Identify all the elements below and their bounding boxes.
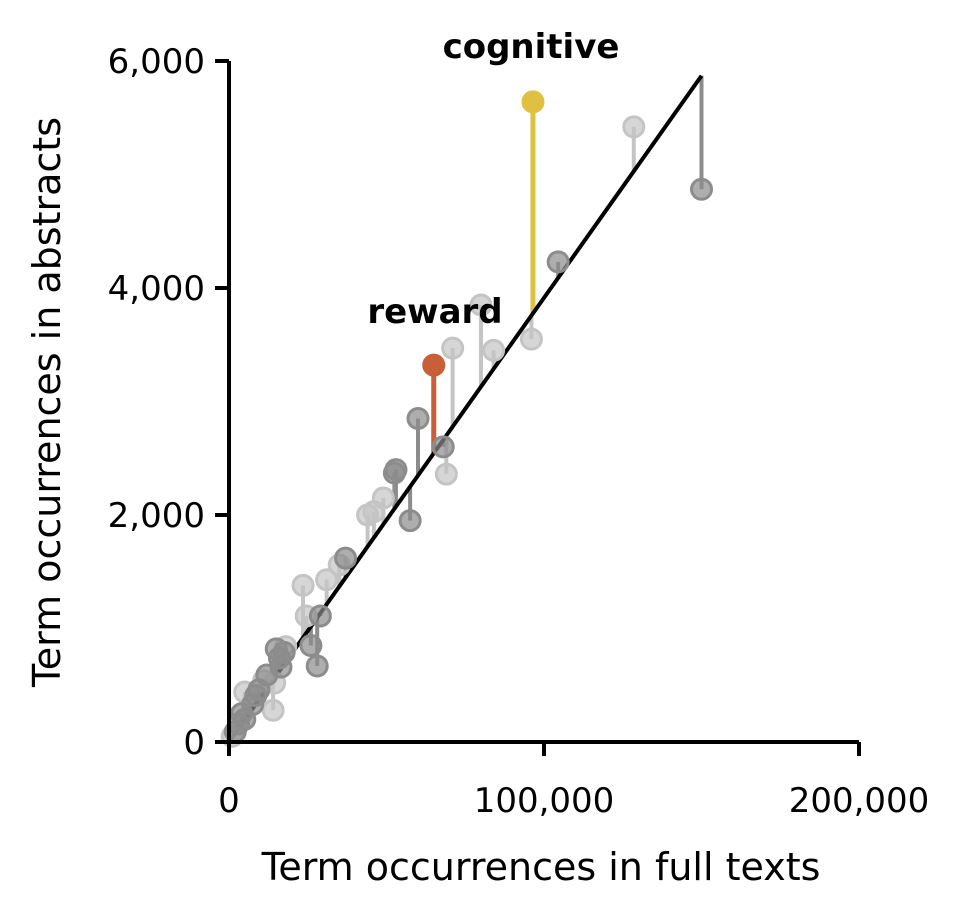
data-point xyxy=(305,654,329,678)
data-point xyxy=(299,634,323,658)
x-tick-label: 200,000 xyxy=(789,781,930,821)
data-point xyxy=(308,604,332,628)
data-point xyxy=(334,546,358,570)
data-point xyxy=(382,461,406,485)
y-tick-label: 6,000 xyxy=(108,42,205,82)
axes xyxy=(227,61,859,744)
ticks: 0 100,000 200,000 0 2,000 4,000 6,000 xyxy=(108,42,930,821)
data-point xyxy=(690,177,713,201)
x-tick-label: 0 xyxy=(218,781,240,821)
data-point xyxy=(482,338,506,362)
data-point xyxy=(264,637,288,661)
y-tick-label: 0 xyxy=(183,723,205,763)
data-point xyxy=(398,509,422,533)
point-reward xyxy=(422,353,446,377)
y-tick-label: 4,000 xyxy=(108,269,205,309)
annotation-reward: reward xyxy=(367,292,502,332)
data-point xyxy=(622,115,646,139)
x-tick-label: 100,000 xyxy=(474,781,615,821)
point-cognitive xyxy=(521,90,545,114)
fit-line xyxy=(227,74,704,744)
annotation-cognitive: cognitive xyxy=(443,27,620,67)
y-tick-label: 2,000 xyxy=(108,496,205,536)
fit-line-group xyxy=(227,74,704,744)
data-points xyxy=(220,90,713,748)
data-point xyxy=(469,293,493,317)
annotations: cognitive reward xyxy=(367,27,619,332)
data-point xyxy=(356,503,380,527)
data-point xyxy=(441,336,465,360)
x-axis-title: Term occurrences in full texts xyxy=(261,845,821,889)
data-point xyxy=(519,327,543,351)
data-point xyxy=(261,698,285,722)
data-point xyxy=(315,568,339,592)
data-point xyxy=(291,573,315,597)
data-point xyxy=(546,250,570,274)
data-point xyxy=(406,407,430,431)
y-axis-title: Term occurrences in abstracts xyxy=(25,117,69,688)
data-point xyxy=(431,435,455,459)
data-point xyxy=(434,462,458,486)
